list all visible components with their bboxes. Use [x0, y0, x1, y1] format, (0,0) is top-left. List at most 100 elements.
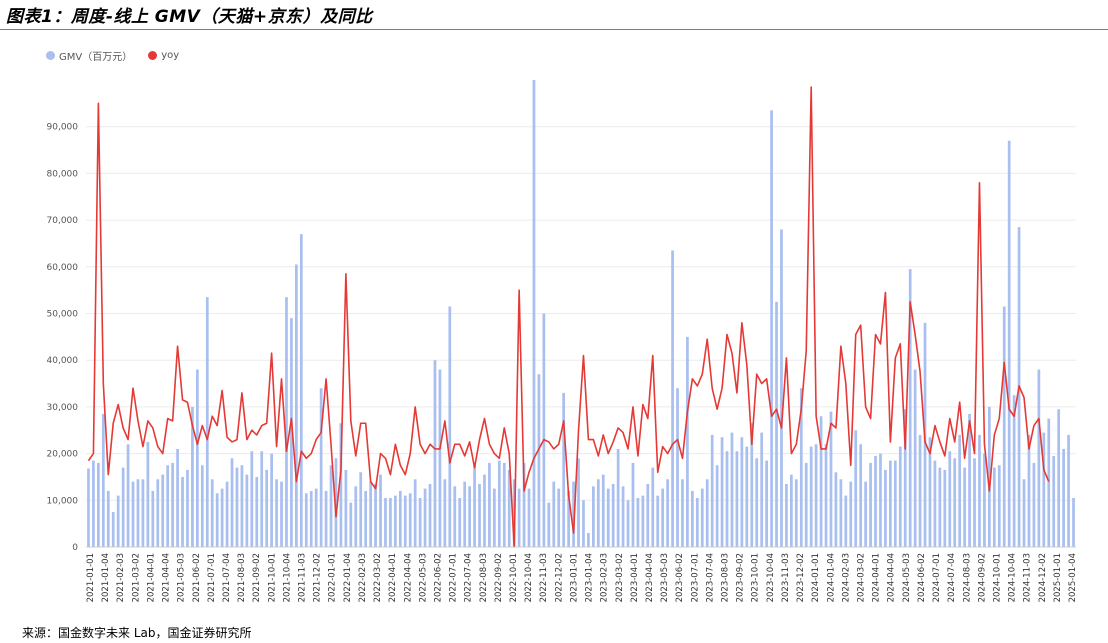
gmv-bar	[166, 465, 170, 547]
gmv-bar	[839, 479, 843, 547]
x-tick-label: 2024-04-01	[872, 553, 882, 602]
gmv-bars	[87, 80, 1075, 548]
gmv-bar	[181, 476, 184, 547]
gmv-bar	[1047, 418, 1051, 547]
gmv-bar	[290, 318, 293, 547]
x-tick-label: 2024-04-04	[887, 553, 897, 602]
gmv-bar	[889, 460, 892, 547]
gmv-bar	[834, 472, 838, 547]
gmv-bar	[260, 451, 264, 547]
gmv-bar	[765, 460, 768, 547]
chart-legend: GMV（百万元） yoy	[46, 48, 179, 63]
gmv-bar	[1012, 395, 1016, 547]
gmv-bar	[374, 483, 377, 547]
legend-yoy-label: yoy	[161, 50, 180, 61]
x-tick-label: 2023-01-04	[585, 553, 595, 602]
gmv-bar	[136, 479, 140, 547]
gmv-bar	[334, 458, 338, 547]
x-tick-label: 2022-04-01	[388, 553, 398, 602]
gmv-bar	[389, 497, 392, 547]
gmv-bar	[1052, 455, 1056, 547]
x-tick-label: 2021-10-04	[282, 553, 292, 602]
gmv-bar	[646, 483, 650, 547]
x-tick-label: 2023-01-01	[569, 553, 579, 602]
gmv-bar	[304, 493, 308, 547]
y-axis-ticks: 0 10,000 20,000 30,000 40,000 50,000 60,000 70,…	[47, 123, 79, 553]
x-tick-label: 2024-10-01	[992, 553, 1002, 602]
gmv-bar	[606, 488, 610, 548]
gmv-bar	[275, 479, 278, 547]
gmv-bar	[963, 467, 966, 547]
gmv-bar	[562, 392, 566, 547]
gmv-bar	[572, 481, 575, 547]
gmv-bar	[473, 465, 476, 547]
gmv-bar	[324, 490, 328, 547]
x-tick-label: 2024-05-03	[902, 553, 912, 602]
x-tick-label: 2021-07-01	[207, 553, 217, 602]
gmv-bar	[384, 497, 387, 547]
gmv-bar	[161, 474, 165, 547]
gmv-bar	[97, 462, 100, 547]
y-tick-label: 80,000	[47, 169, 79, 179]
gmv-bar	[745, 446, 749, 547]
gmv-bar	[270, 453, 273, 547]
gmv-bar	[992, 467, 996, 547]
x-tick-label: 2025-01-01	[1053, 553, 1063, 602]
gmv-bar	[552, 481, 556, 547]
legend-gmv-label: GMV（百万元）	[59, 52, 133, 63]
gmv-bar	[988, 406, 991, 547]
gmv-bar	[200, 465, 204, 547]
x-tick-label: 2021-10-01	[267, 553, 277, 602]
gmv-bar	[354, 486, 358, 547]
gmv-bar	[240, 465, 244, 547]
x-tick-label: 2021-12-02	[313, 553, 323, 602]
gmv-bar	[191, 406, 194, 547]
x-tick-label: 2024-09-02	[977, 553, 987, 602]
title-divider	[0, 29, 1108, 30]
gmv-bar	[87, 468, 90, 547]
gmv-bar	[280, 481, 283, 547]
x-tick-label: 2023-07-04	[705, 553, 715, 602]
gmv-bar	[933, 460, 937, 547]
x-tick-label: 2022-10-01	[509, 553, 519, 602]
gmv-bar	[205, 297, 209, 547]
x-tick-label: 2021-04-04	[162, 553, 172, 602]
gmv-bar	[398, 490, 402, 547]
gmv-bar	[1067, 434, 1070, 547]
gmv-bar	[1037, 369, 1041, 547]
x-tick-label: 2024-01-04	[826, 553, 836, 602]
gmv-bar	[255, 476, 259, 547]
gmv-bar	[92, 460, 95, 547]
gmv-bar	[676, 388, 679, 547]
x-tick-label: 2023-04-04	[645, 553, 655, 602]
gmv-bar	[131, 481, 135, 547]
gmv-bar	[488, 462, 491, 547]
gmv-bar	[349, 502, 353, 547]
x-tick-label: 2022-07-04	[464, 553, 474, 602]
gmv-bar	[849, 481, 853, 547]
y-tick-label: 20,000	[47, 450, 79, 460]
gmv-bar	[408, 493, 412, 547]
gmv-bar	[898, 446, 902, 547]
gmv-bar	[780, 229, 783, 547]
x-tick-label: 2021-06-02	[192, 553, 202, 602]
x-tick-label: 2024-11-03	[1023, 553, 1033, 602]
gmv-bar	[824, 444, 828, 547]
gmv-bar	[918, 434, 922, 547]
x-tick-label: 2023-10-04	[766, 553, 776, 602]
gmv-bar	[483, 474, 486, 547]
gmv-bar	[225, 481, 229, 547]
gmv-bar	[1072, 497, 1075, 547]
x-tick-label: 2024-03-02	[856, 553, 866, 602]
x-tick-label: 2022-08-03	[479, 553, 489, 602]
gmv-bar	[601, 474, 605, 547]
x-tick-label: 2021-01-04	[101, 553, 111, 602]
gmv-bar	[958, 434, 962, 547]
x-tick-label: 2022-04-04	[403, 553, 413, 602]
legend-gmv-marker	[46, 51, 55, 60]
gmv-bar	[715, 465, 719, 547]
gmv-bar	[478, 483, 481, 547]
gmv-bar	[695, 497, 699, 547]
x-tick-label: 2021-04-01	[146, 553, 156, 602]
gmv-bar	[542, 313, 546, 547]
